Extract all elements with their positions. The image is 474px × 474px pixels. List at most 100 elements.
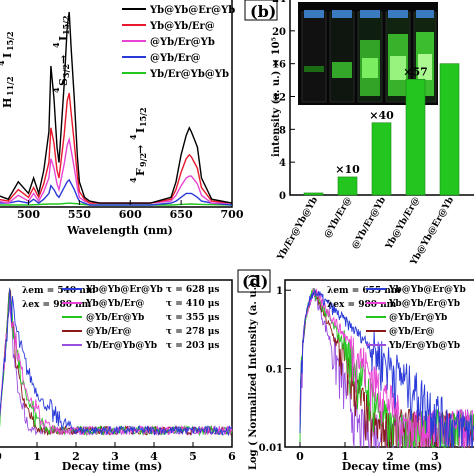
annotation-4f92-text2: I <box>134 128 147 133</box>
bar-label-yb-er-yb: ×40 <box>369 109 394 122</box>
x-tick-label-3: 3 <box>431 450 439 463</box>
panel-b-category-labels: Yb/Er@Yb@Yb @Yb/Er@@Yb/Er@YbYb@Yb/Er@Yb@Y… <box>275 196 456 268</box>
annotation-4s32-text: S <box>57 78 70 86</box>
decay-line-yb-er <box>0 287 233 436</box>
legend-label-yb-yb-er-yb: Yb@Yb/Er@Yb <box>388 299 460 309</box>
decay-line-yb-yb-er-yb <box>0 288 233 437</box>
x-tick-label-0: 0 <box>296 450 304 463</box>
panel-c-decay-curves <box>0 287 233 437</box>
legend-label-yb-er: @Yb/Er@ <box>389 327 435 337</box>
x-tick-label-2: 2 <box>386 450 394 463</box>
y-tick-label-0: 0 <box>279 191 286 202</box>
legend-label-yb-er-yb: @Yb/Er@Yb <box>150 37 215 48</box>
panel-d-condition-ex: λex = 980 nm <box>327 300 397 310</box>
legend-lifetime-yb-er: τ = 278 μs <box>166 327 219 337</box>
legend-lifetime-yb-yb-er-yb: τ = 628 μs <box>166 285 219 295</box>
legend-label-yb-yb-er: Yb@Yb/Er@ <box>149 21 215 32</box>
x-tick-label-600: 600 <box>119 208 142 221</box>
annotation-4f92-sup: 4 <box>128 177 138 183</box>
annotation-4s32-text2: I <box>57 36 70 41</box>
panel-d-label: (d) <box>242 272 268 291</box>
decay-line-yb-er-yb <box>0 288 233 437</box>
bar-label-yb-yb-er: ×57 <box>403 65 428 78</box>
annotation-4f92-sup2: 4 <box>128 134 138 140</box>
panel-d-condition-em: λem = 655 nm <box>327 286 401 296</box>
annotation-2h11-text: H <box>1 98 14 108</box>
legend-label-yb-er-yb: @Yb/Er@Yb <box>389 313 447 323</box>
panel-a-plot-frame <box>0 0 233 208</box>
panel-b-ylabel: intensity (a. u.) × 10⁵ <box>271 37 282 157</box>
spectrum-line-yb-yb-er <box>0 92 233 204</box>
bar-yb-er-yb-yb <box>303 192 324 196</box>
y-tick-label-24: 24 <box>272 0 286 5</box>
legend-label-yb-er: @Yb/Er@ <box>150 53 201 64</box>
y-tick-label-0.01: 0.01 <box>259 443 283 454</box>
legend-label-yb-er-yb-yb: Yb/Er@Yb@Yb <box>149 69 229 80</box>
panel-d-decay-curves-655: (d) Log ( Normalized Intensity (a. u.) )… <box>237 269 474 473</box>
x-tick-label-1: 1 <box>33 450 41 463</box>
panel-a-x-ticks: 500 550 600 650 700 <box>17 200 244 221</box>
x-tick-label-500: 500 <box>17 208 40 221</box>
bar-label-yb-er: ×10 <box>335 163 360 176</box>
bar-yb-yb-er <box>405 78 426 196</box>
panel-c-legend: Yb@Yb@Er@Yb τ = 628 μs Yb@Yb/Er@ τ = 410 μs… <box>62 285 219 351</box>
legend-label-yb-yb-er-yb: Yb@Yb@Er@Yb <box>85 285 163 295</box>
legend-label-yb-er-yb: @Yb/Er@Yb <box>86 313 144 323</box>
x-tick-label-6: 6 <box>228 450 236 463</box>
legend-lifetime-yb-yb-er: τ = 410 μs <box>166 299 219 309</box>
legend-label-yb-yb-er-yb: Yb@Yb@Er@Yb <box>388 285 466 295</box>
spectrum-line-yb-er <box>0 178 233 206</box>
legend-label-yb-er-yb-yb: Yb/Er@Yb@Yb <box>85 341 157 351</box>
vial-1 <box>301 10 327 103</box>
category-label-yb-er-yb-yb: Yb/Er@Yb@Yb <box>275 196 320 263</box>
panel-b-label-box <box>244 0 278 21</box>
legend-label-yb-er-yb-yb: Yb/Er@Yb@Yb <box>388 341 460 351</box>
x-tick-label-2: 2 <box>72 450 80 463</box>
annotation-4s32-sup: 4 <box>51 87 61 93</box>
panel-d-plot-frame <box>284 279 474 448</box>
x-tick-label-5: 5 <box>189 450 197 463</box>
legend-lifetime-yb-er-yb-yb: τ = 203 μs <box>166 341 219 351</box>
panel-d-y-ticks: 0.01 0.1 1 <box>259 286 291 454</box>
annotation-4i15-left-sub: 15/2 <box>5 31 15 51</box>
panel-c-xlabel: Decay time (ms) <box>62 460 163 473</box>
vial-2 <box>329 10 355 103</box>
y-tick-label-1: 1 <box>276 286 283 297</box>
panel-a-spectra-curves <box>0 11 233 206</box>
annotation-4s32-sub2: 15/2 <box>61 15 71 35</box>
panel-b-bars: ×10 ×40 ×57 <box>303 63 460 196</box>
spectrum-line-yb-yb-er-yb <box>0 11 233 204</box>
panel-b-label: (b) <box>250 2 276 21</box>
category-label-yb-er-yb: @Yb/Er@Yb <box>350 196 388 252</box>
panel-a-annotation-4f92: 4 F 9/2 → 4 I 15/2 <box>128 107 148 183</box>
x-tick-label-0: 0 <box>0 450 2 463</box>
bar-yb-er <box>337 176 358 196</box>
bar-yb-er-yb <box>371 122 392 196</box>
panel-b-bar-chart: (b) intensity (a. u.) × 10⁵ 0 4 8 12 16 20 24 <box>244 0 474 268</box>
bar-yb-yb-er-yb <box>439 63 460 196</box>
annotation-4i15-left-text: I <box>1 53 14 58</box>
y-tick-label-4: 4 <box>279 158 286 169</box>
x-tick-label-3: 3 <box>111 450 119 463</box>
panel-d-xlabel: Decay time (ms) <box>342 460 443 473</box>
legend-lifetime-yb-er-yb: τ = 355 μs <box>166 313 219 323</box>
vial-3 <box>357 10 383 103</box>
panel-d-legend: Yb@Yb@Er@Yb Yb@Yb/Er@Yb @Yb/Er@Yb @Yb/Er@ Yb… <box>366 285 466 351</box>
panel-d-decay-curves <box>299 287 474 449</box>
panel-c-condition-em: λem = 540 nm <box>22 286 96 296</box>
x-tick-label-700: 700 <box>221 208 244 221</box>
panel-a-annotation-4i15-left: I 15/2 4 <box>0 31 15 66</box>
y-tick-label-16: 16 <box>272 60 286 71</box>
x-tick-label-550: 550 <box>68 208 91 221</box>
panel-a-xlabel: Wavelength (nm) <box>66 224 173 237</box>
spectrum-line-yb-er-yb <box>0 136 232 204</box>
annotation-4f92-sub2: 15/2 <box>138 107 148 127</box>
panel-d-x-ticks: 01234 <box>296 442 439 463</box>
x-tick-label-4: 4 <box>150 450 158 463</box>
panel-d-label-box <box>237 269 271 293</box>
annotation-4f92-arrow: → <box>134 145 147 154</box>
legend-label-yb-yb-er: Yb@Yb/Er@ <box>85 299 144 309</box>
x-tick-label-1: 1 <box>341 450 349 463</box>
panel-a-legend: Yb@Yb@Er@Yb Yb@Yb/Er@ @Yb/Er@Yb @Yb/Er@ Yb/E… <box>122 5 235 80</box>
